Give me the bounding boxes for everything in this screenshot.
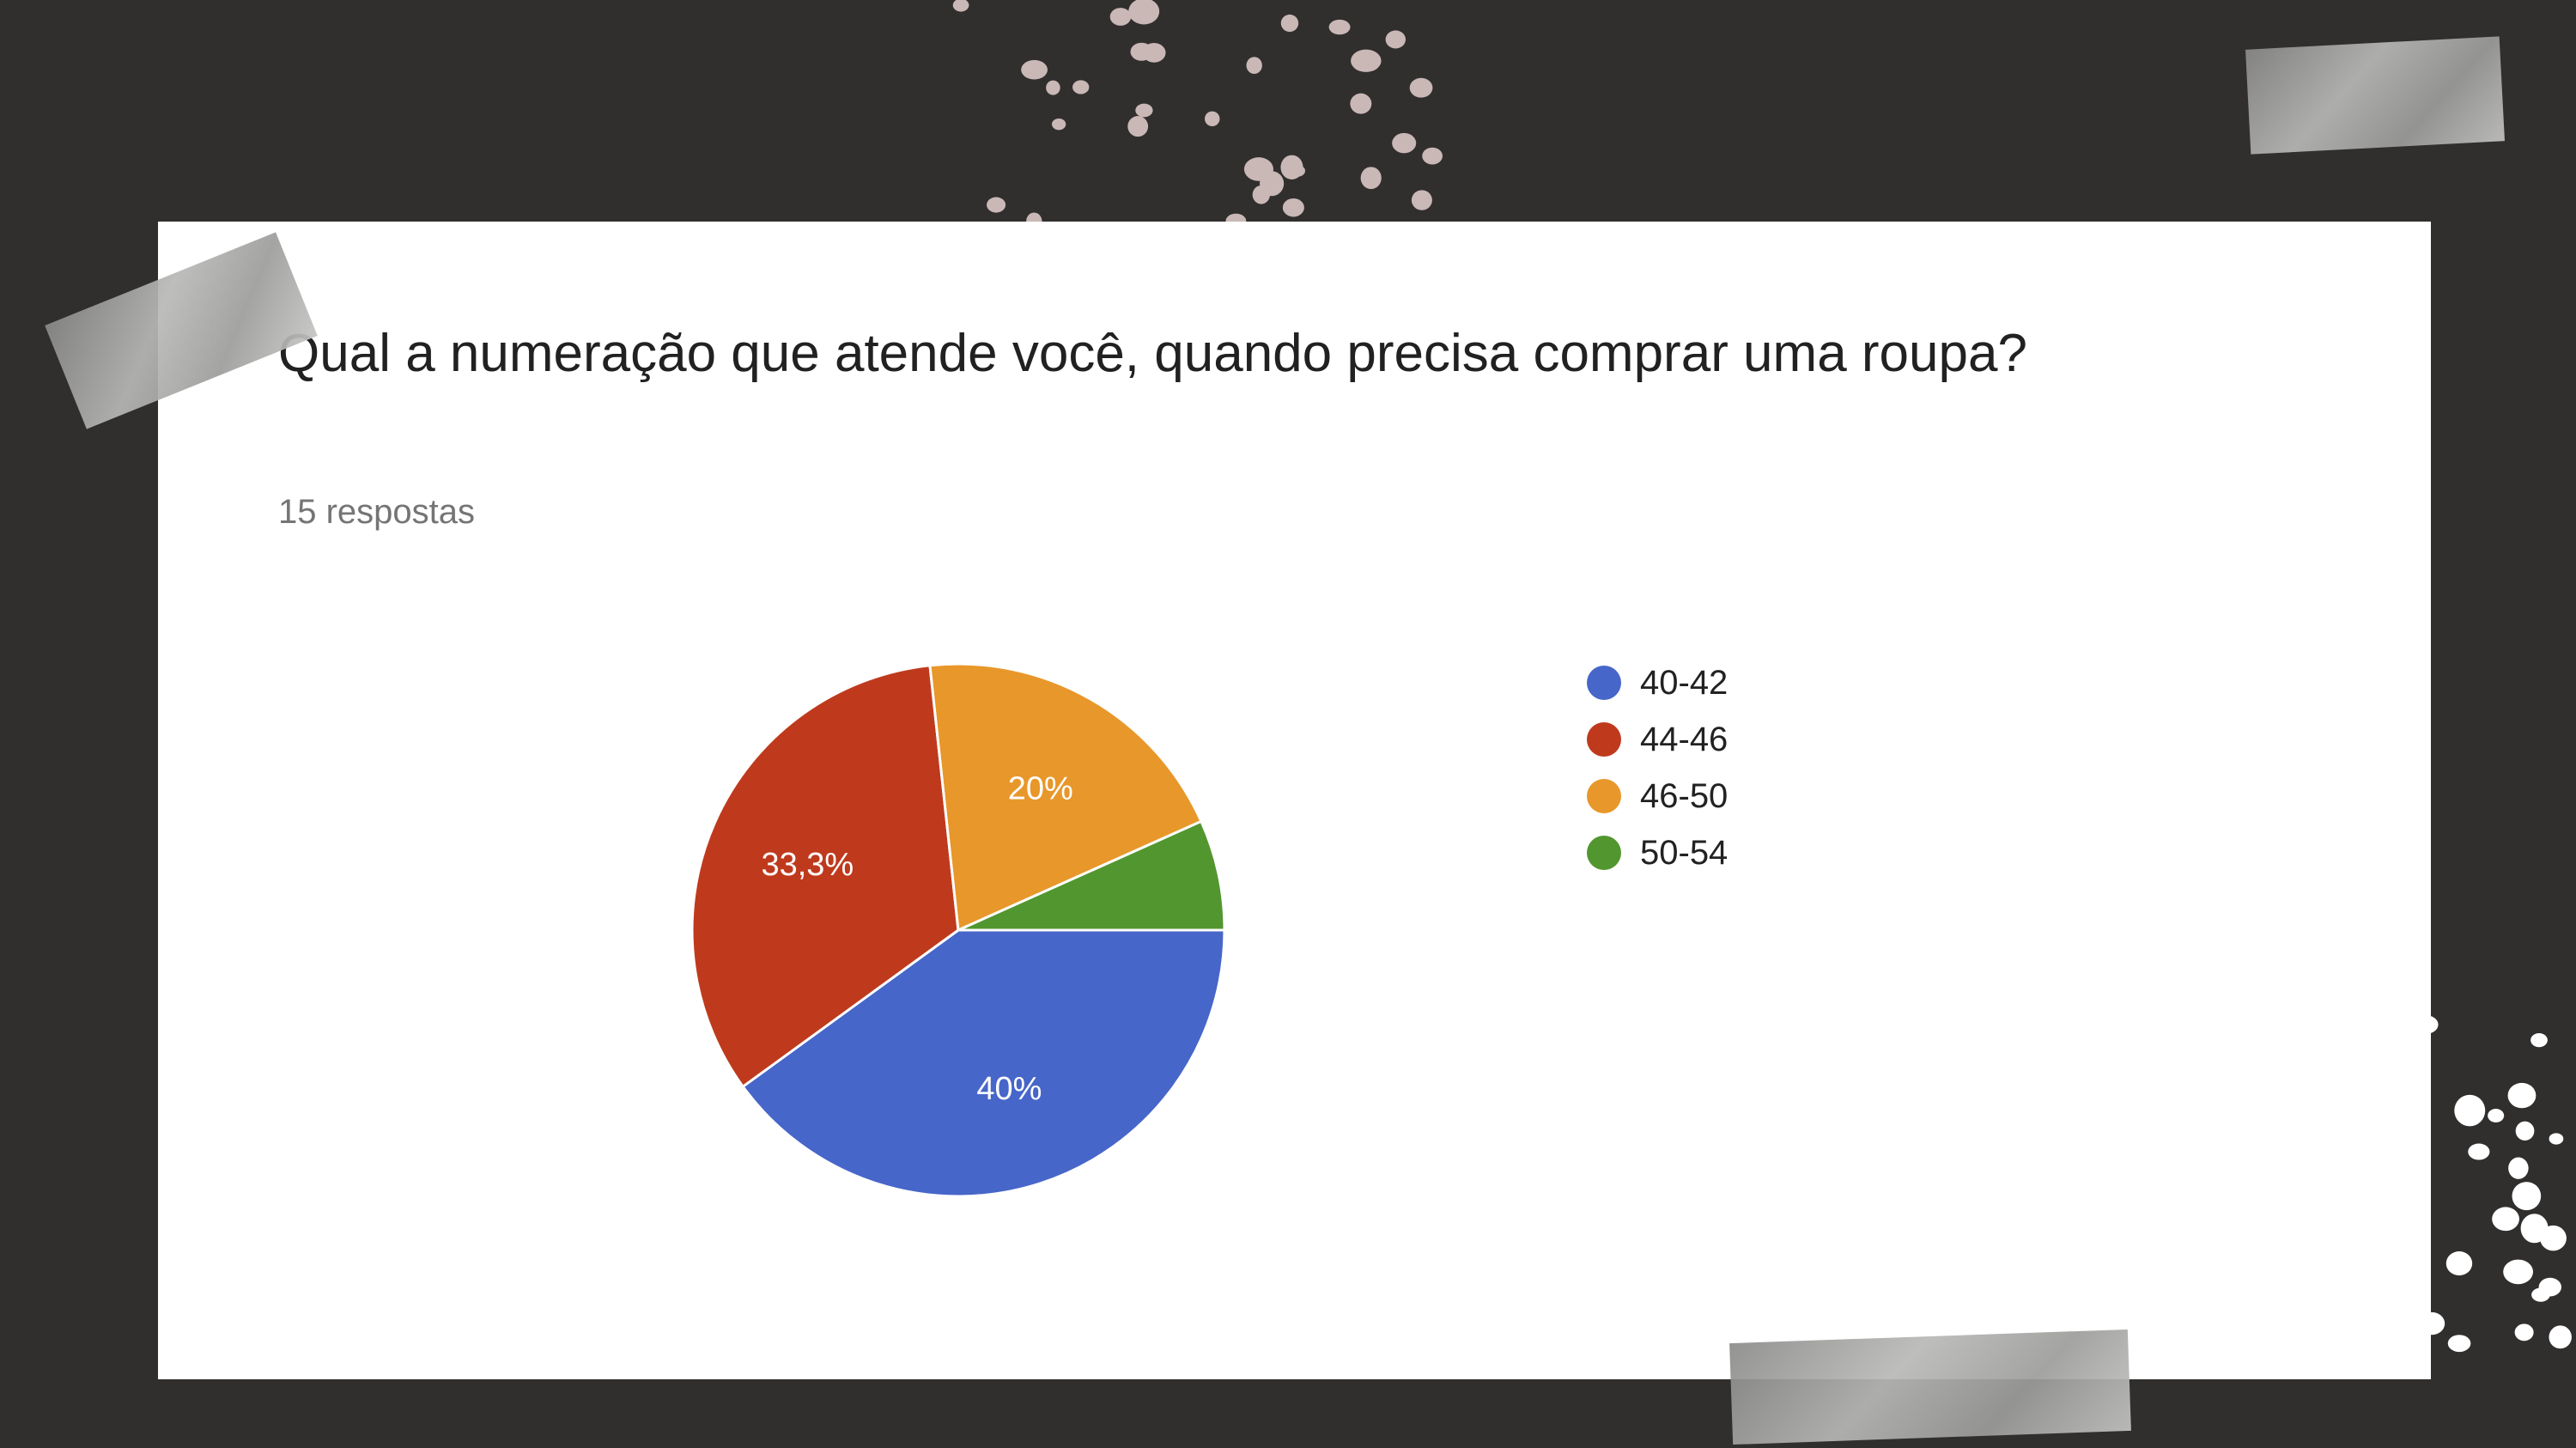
- tape-top-right: [2245, 36, 2505, 155]
- legend-label-50-54: 50-54: [1640, 833, 1728, 872]
- question-title: Qual a numeração que atende você, quando…: [278, 324, 2027, 383]
- pie-slice-46-50[interactable]: [928, 662, 1203, 933]
- pie-slice-50-54[interactable]: [957, 819, 1226, 932]
- response-card: Qual a numeração que atende você, quando…: [158, 222, 2431, 1379]
- legend-item-44-46[interactable]: 44-46: [1587, 711, 1728, 768]
- legend-swatch-50-54: [1587, 836, 1621, 870]
- response-count: 15 respostas: [278, 493, 476, 531]
- legend-item-46-50[interactable]: 46-50: [1587, 768, 1728, 824]
- legend-swatch-46-50: [1587, 779, 1621, 813]
- pie-label-40-42: 40%: [976, 1071, 1042, 1107]
- pie-label-44-46: 33,3%: [761, 847, 854, 883]
- pie-slice-40-42[interactable]: [741, 928, 1226, 1198]
- chart-legend: 40-42 44-46 46-50 50-54: [1587, 654, 1728, 881]
- legend-label-40-42: 40-42: [1640, 663, 1728, 702]
- legend-item-50-54[interactable]: 50-54: [1587, 824, 1728, 881]
- legend-label-44-46: 44-46: [1640, 720, 1728, 758]
- legend-label-46-50: 46-50: [1640, 776, 1728, 815]
- pie-slice-44-46[interactable]: [690, 664, 960, 1089]
- tape-bottom-center: [1729, 1329, 2131, 1445]
- legend-swatch-44-46: [1587, 722, 1621, 757]
- legend-item-40-42[interactable]: 40-42: [1587, 654, 1728, 711]
- pie-chart: 40% 33,3% 20%: [690, 662, 1226, 1198]
- pie-label-46-50: 20%: [1008, 770, 1073, 806]
- legend-swatch-40-42: [1587, 666, 1621, 700]
